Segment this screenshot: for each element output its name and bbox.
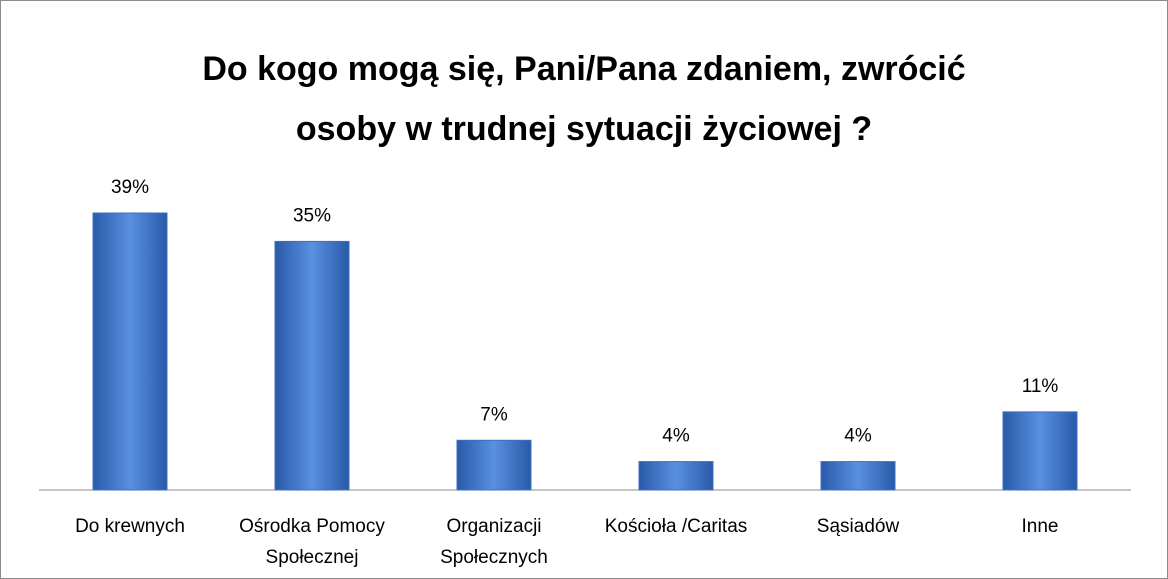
bar — [274, 240, 350, 491]
x-tick-label: Ośrodka Pomocy Społecznej — [239, 516, 385, 568]
x-tick-label: Kościoła /Caritas — [604, 516, 748, 537]
bar — [1002, 411, 1078, 491]
x-tick-label: Do krewnych — [75, 516, 185, 537]
chart-title: Do kogo mogą się, Pani/Pana zdaniem, zwr… — [202, 50, 966, 148]
x-tick-label: Sąsiadów — [816, 516, 900, 537]
data-label: 11% — [1022, 376, 1059, 397]
data-label: 4% — [844, 426, 872, 447]
bar — [456, 439, 532, 491]
data-label: 7% — [480, 404, 508, 425]
x-tick-label: Organizacji Społecznych — [440, 516, 548, 568]
x-tick-label: Inne — [1021, 516, 1059, 537]
data-label: 35% — [293, 205, 331, 226]
data-label: 4% — [662, 426, 690, 447]
data-label: 39% — [111, 177, 149, 198]
bar — [92, 212, 168, 491]
bar — [638, 461, 714, 491]
bar — [820, 461, 896, 491]
